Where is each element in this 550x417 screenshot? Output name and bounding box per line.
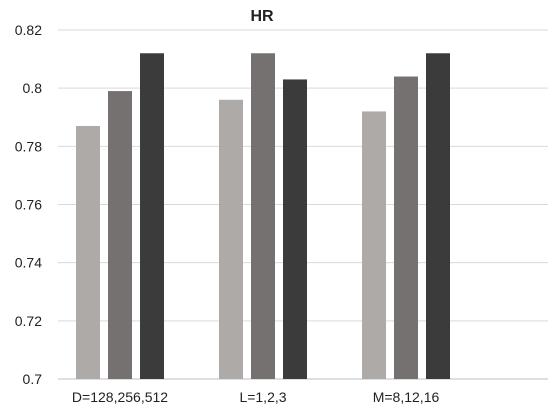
y-tick-label: 0.78 <box>15 138 42 154</box>
y-tick-label: 0.74 <box>15 255 42 271</box>
y-axis-tick-labels: 0.7 0.72 0.74 0.76 0.78 0.8 0.82 <box>15 22 42 387</box>
x-category-label: D=128,256,512 <box>72 389 168 405</box>
bar <box>362 111 386 379</box>
y-tick-label: 0.76 <box>15 197 42 213</box>
y-tick-label: 0.82 <box>15 22 42 38</box>
bar <box>108 91 132 379</box>
x-axis-category-labels: D=128,256,512 L=1,2,3 M=8,12,16 <box>72 389 440 405</box>
x-category-label: M=8,12,16 <box>373 389 440 405</box>
bar <box>76 125 100 379</box>
y-tick-label: 0.8 <box>23 80 43 96</box>
bar <box>283 79 307 380</box>
y-tick-label: 0.72 <box>15 313 42 329</box>
chart-title: HR <box>250 8 274 25</box>
y-tick-label: 0.7 <box>23 371 43 387</box>
bar <box>219 99 243 380</box>
bar <box>426 53 450 380</box>
bar <box>251 53 275 380</box>
x-category-label: L=1,2,3 <box>239 389 286 405</box>
bars <box>76 53 450 380</box>
bar <box>140 53 164 380</box>
bar <box>394 76 418 380</box>
